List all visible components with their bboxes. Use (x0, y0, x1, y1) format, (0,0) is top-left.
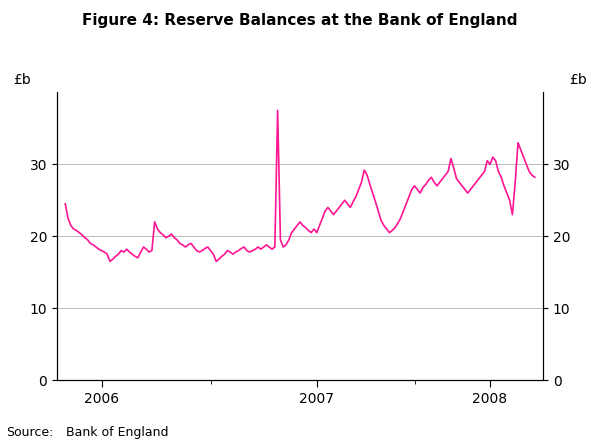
Text: £b: £b (13, 73, 31, 87)
Text: Figure 4: Reserve Balances at the Bank of England: Figure 4: Reserve Balances at the Bank o… (82, 13, 518, 28)
Text: £b: £b (569, 73, 587, 87)
Text: Bank of England: Bank of England (66, 426, 169, 439)
Text: Source:: Source: (6, 426, 53, 439)
